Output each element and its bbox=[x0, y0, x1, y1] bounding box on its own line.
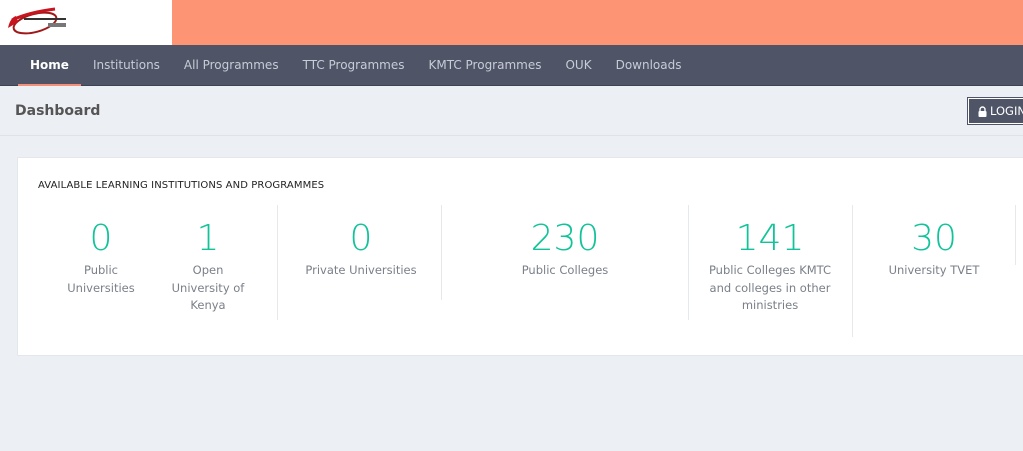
stat-value: 30 bbox=[911, 218, 957, 259]
divider bbox=[852, 205, 853, 337]
divider bbox=[1015, 205, 1016, 265]
stat-value: 1 bbox=[196, 218, 220, 259]
nav-all-programmes[interactable]: All Programmes bbox=[183, 57, 279, 72]
stat-value: 0 bbox=[89, 218, 113, 259]
stat-value: 141 bbox=[735, 218, 805, 259]
stat-label: University TVET bbox=[888, 263, 980, 277]
stat-label: Public Colleges KMTC and colleges in oth… bbox=[708, 263, 832, 312]
divider bbox=[688, 205, 689, 320]
stat-open-university[interactable]: 1 Open University of Kenya bbox=[163, 218, 253, 315]
stat-public-colleges[interactable]: 230 Public Colleges bbox=[505, 218, 625, 280]
brand-banner bbox=[172, 0, 1023, 45]
page-title: Dashboard bbox=[15, 102, 101, 119]
card-title: AVAILABLE LEARNING INSTITUTIONS AND PROG… bbox=[38, 180, 325, 191]
stat-value: 0 bbox=[349, 218, 373, 259]
stat-label: Open University of Kenya bbox=[171, 263, 245, 312]
divider bbox=[441, 205, 442, 300]
nav-kmtc-programmes[interactable]: KMTC Programmes bbox=[428, 57, 542, 72]
stat-label: Private Universities bbox=[305, 263, 417, 277]
logo-emblem bbox=[8, 7, 66, 35]
stats-card: AVAILABLE LEARNING INSTITUTIONS AND PROG… bbox=[17, 157, 1023, 356]
stat-value: 230 bbox=[530, 218, 600, 259]
logo[interactable] bbox=[0, 0, 172, 45]
main-nav: Home Institutions All Programmes TTC Pro… bbox=[0, 45, 1023, 86]
login-label: LOGIN bbox=[990, 104, 1023, 118]
nav-ttc-programmes[interactable]: TTC Programmes bbox=[302, 57, 405, 72]
divider bbox=[277, 205, 278, 320]
nav-home[interactable]: Home bbox=[18, 45, 81, 86]
nav-downloads[interactable]: Downloads bbox=[615, 57, 682, 72]
stat-kmtc-colleges[interactable]: 141 Public Colleges KMTC and colleges in … bbox=[702, 218, 838, 315]
stat-label: Public Universities bbox=[67, 263, 135, 295]
nav-institutions[interactable]: Institutions bbox=[92, 57, 160, 72]
lock-icon bbox=[978, 105, 987, 117]
login-button[interactable]: LOGIN bbox=[968, 98, 1023, 124]
nav-ouk[interactable]: OUK bbox=[565, 57, 592, 72]
stat-label: Public Colleges bbox=[521, 263, 609, 277]
stat-university-tvet[interactable]: 30 University TVET bbox=[874, 218, 994, 280]
stat-private-universities[interactable]: 0 Private Universities bbox=[301, 218, 421, 280]
stat-public-universities[interactable]: 0 Public Universities bbox=[60, 218, 142, 297]
